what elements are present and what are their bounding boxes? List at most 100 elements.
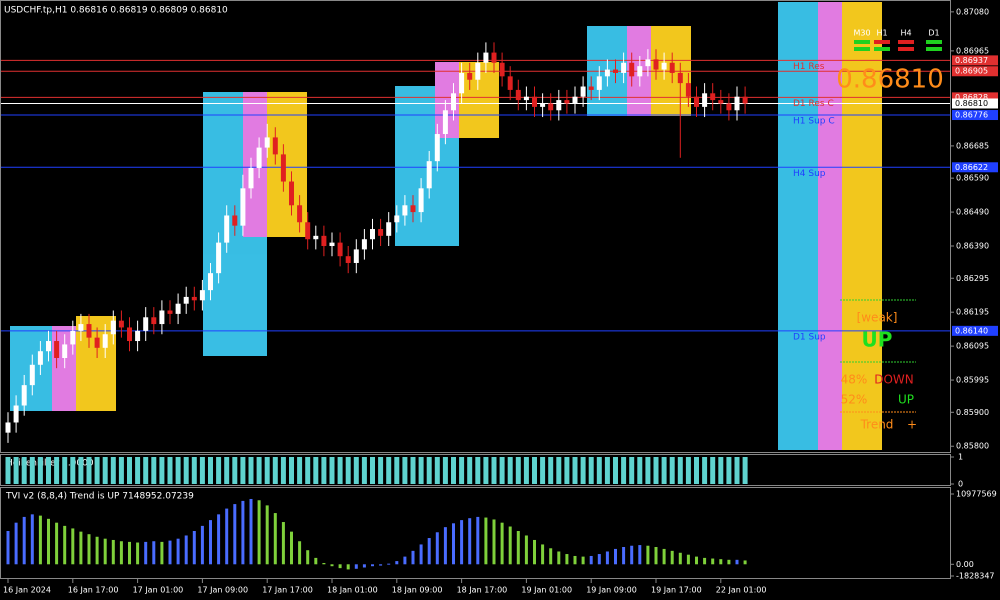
tvi-bar — [605, 551, 609, 565]
y-tick-label: 0.85900 — [956, 408, 989, 417]
level-name: H4 Sup — [793, 169, 826, 179]
zone — [842, 2, 882, 450]
heiken-bar — [596, 457, 602, 484]
candle-body — [588, 86, 594, 90]
tvi-bar — [63, 525, 67, 565]
heiken-bar — [175, 457, 181, 484]
candle-body — [13, 405, 19, 423]
tvi-bar — [71, 528, 75, 565]
candle-body — [629, 62, 635, 77]
heiken-bar — [329, 457, 335, 484]
heiken-bar — [418, 457, 424, 484]
tvi-bar — [557, 551, 561, 565]
tvi-bar — [735, 559, 739, 565]
price-tag — [952, 162, 998, 173]
zone — [76, 316, 116, 411]
candle-body — [702, 93, 708, 107]
candle-body — [637, 66, 643, 77]
heiken-bar — [451, 457, 456, 484]
y-tick-label: -1828347 — [956, 572, 995, 581]
tvi-bar — [371, 564, 374, 567]
candle-body — [742, 96, 748, 104]
heiken-bar — [337, 457, 343, 484]
heiken-bar — [394, 457, 400, 484]
heiken-bar — [256, 457, 262, 484]
tvi-bar — [103, 538, 107, 565]
x-tick-label: 19 Jan 17:00 — [651, 586, 702, 595]
heiken-bar — [78, 457, 84, 484]
candle-body — [264, 137, 270, 148]
candle-body — [653, 59, 659, 70]
candle-body — [280, 154, 286, 182]
tvi-bar — [597, 554, 601, 565]
price-frame — [0, 0, 951, 453]
candle-body — [645, 59, 651, 67]
heiken-bar — [710, 457, 716, 484]
candle-body — [345, 256, 351, 263]
heiken-bar — [199, 457, 205, 484]
candle-body — [532, 96, 537, 107]
heiken-bar — [677, 457, 683, 484]
zone — [243, 92, 267, 237]
heiken-bar — [637, 457, 643, 484]
heiken-bar — [378, 457, 384, 484]
candle-body — [159, 310, 165, 325]
price-tag-label: 0.86905 — [955, 67, 988, 76]
tvi-bar — [452, 523, 455, 565]
tf-bar — [874, 40, 890, 44]
tvi-bar — [87, 534, 91, 565]
tvi-bar — [695, 556, 698, 565]
tvi-bar — [265, 505, 269, 565]
candle-body — [37, 351, 43, 365]
tf-bar — [854, 40, 870, 44]
zone — [778, 2, 818, 450]
heiken-bar — [588, 457, 594, 484]
tf-bar — [926, 47, 942, 51]
tf: M30 — [853, 29, 870, 38]
tvi-bar — [79, 531, 83, 565]
heiken-bar — [5, 457, 11, 484]
heiken-bar — [216, 457, 222, 484]
heiken-bar — [734, 457, 740, 484]
heiken-bar — [102, 457, 108, 484]
heiken-bar — [46, 457, 51, 484]
tvi-bar — [508, 526, 512, 565]
candle-body — [224, 215, 230, 243]
x-tick-label: 18 Jan 09:00 — [392, 586, 443, 595]
tvi-bar — [322, 563, 326, 565]
y-tick-label: 0.86295 — [956, 274, 989, 283]
candle-body — [29, 364, 35, 386]
heiken-frame — [0, 454, 951, 486]
tvi-bar — [217, 514, 221, 565]
heiken-bar — [29, 457, 35, 484]
big-price: 0.86810 — [836, 65, 944, 95]
candle-body — [451, 93, 456, 111]
heiken-bar — [548, 457, 554, 484]
heiken-bar — [742, 457, 748, 484]
tvi-bar — [476, 516, 480, 565]
heiken-bar — [604, 457, 610, 484]
candle-body — [167, 310, 173, 314]
tvi-bar — [435, 532, 439, 565]
heiken-bar — [232, 457, 238, 484]
heiken-bar — [280, 457, 286, 484]
candle-body — [248, 167, 254, 189]
heiken-bar — [564, 457, 570, 484]
y-tick-label: 0.86685 — [956, 141, 989, 150]
tvi-bar — [38, 515, 42, 565]
tvi-bar — [30, 514, 34, 565]
price-tag-label: 0.86810 — [955, 99, 988, 108]
candle-body — [621, 62, 627, 73]
tvi-bar — [306, 550, 310, 565]
tvi-bar — [281, 522, 285, 565]
candle-body — [321, 235, 327, 247]
heiken-bar — [54, 457, 60, 484]
candle-body — [313, 235, 319, 240]
tvi-bar — [225, 508, 229, 565]
heiken-bar — [70, 457, 76, 484]
price-tag-label: 0.86937 — [955, 56, 988, 65]
candle-body — [596, 76, 602, 90]
tvi-bar — [346, 564, 350, 570]
candle-body — [21, 385, 27, 406]
candle-body — [726, 103, 732, 111]
